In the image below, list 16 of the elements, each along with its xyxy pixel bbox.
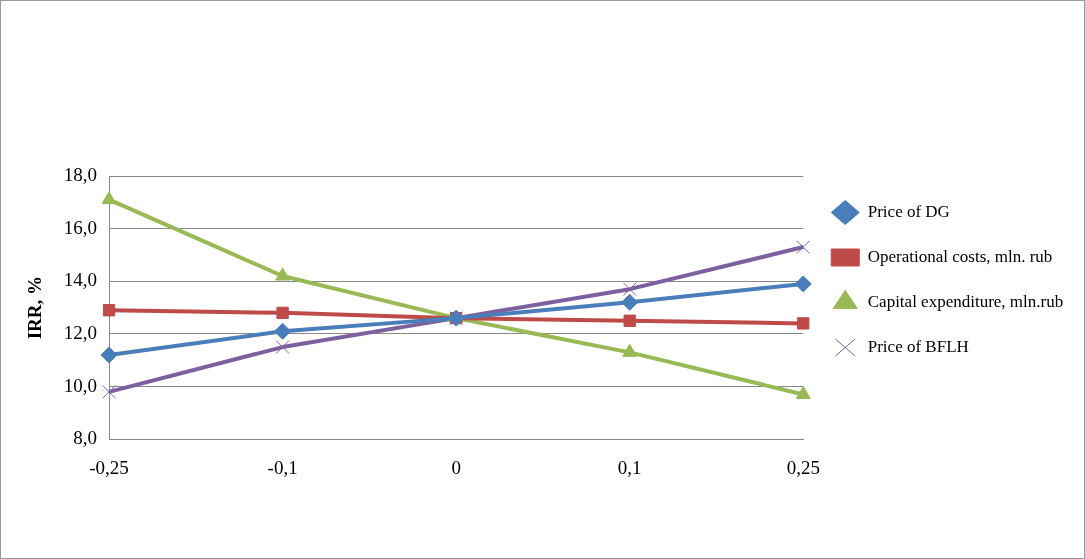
legend-label: Operational costs, mln. rub <box>867 246 1053 266</box>
legend-label: Capital expenditure, mln.rub <box>867 291 1064 311</box>
legend-label: Price of DG <box>867 201 950 221</box>
y-tick-label: 18,0 <box>63 163 98 185</box>
x-tick-label: -0,1 <box>267 456 298 478</box>
x-tick-label: 0 <box>451 456 461 478</box>
y-tick-label: 14,0 <box>63 269 98 291</box>
x-tick-label: -0,25 <box>89 456 129 478</box>
x-tick-label: 0,25 <box>786 456 820 478</box>
y-tick-label: 10,0 <box>63 374 98 396</box>
x-tick-label: 0,1 <box>617 456 642 478</box>
y-tick-label: 12,0 <box>63 321 98 343</box>
legend-label: Price of BFLH <box>867 336 969 356</box>
y-tick-label: 16,0 <box>63 216 98 238</box>
y-axis-title: IRR, % <box>24 275 46 340</box>
y-tick-label: 8,0 <box>73 427 98 449</box>
